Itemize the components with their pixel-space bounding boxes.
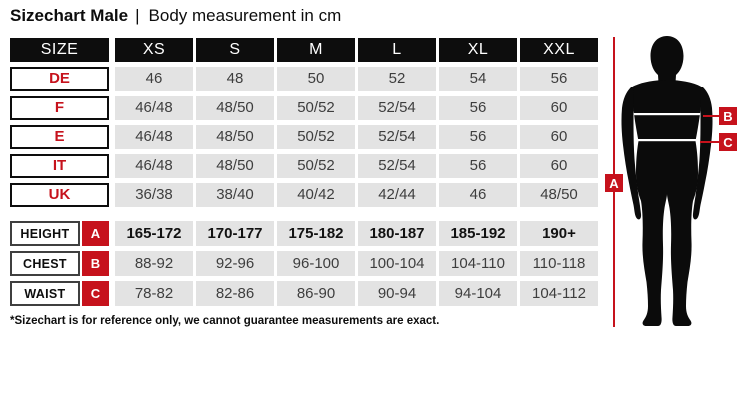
table-cell: 175-182 (277, 221, 355, 246)
table-cell: 46/48 (115, 96, 193, 120)
table-cell: 104-110 (439, 251, 517, 276)
table-cell: 48/50 (196, 154, 274, 178)
marker-a-letter: A (609, 176, 619, 191)
table-cell: 42/44 (358, 183, 436, 207)
row-label-uk: UK (10, 183, 109, 207)
header-cell-xl: XL (439, 38, 517, 62)
table-cell: 36/38 (115, 183, 193, 207)
table-cell: 40/42 (277, 183, 355, 207)
table-cell: 48/50 (196, 96, 274, 120)
row-label-it: IT (10, 154, 109, 178)
header-cell-xxl: XXL (520, 38, 598, 62)
row-label-waist: WAIST C (10, 281, 109, 306)
table-cell: 52/54 (358, 154, 436, 178)
table-cell: 90-94 (358, 281, 436, 306)
marker-b-letter: B (723, 109, 732, 124)
table-cell: 52/54 (358, 125, 436, 149)
silhouette-head (650, 36, 684, 85)
row-label-f: F (10, 96, 109, 120)
table-cell: 56 (520, 67, 598, 91)
disclaimer-text: *Sizechart is for reference only, we can… (10, 315, 440, 327)
table-cell: 86-90 (277, 281, 355, 306)
table-cell: 38/40 (196, 183, 274, 207)
marker-c: C (700, 133, 737, 151)
table-cell: 110-118 (520, 251, 598, 276)
table-cell: 185-192 (439, 221, 517, 246)
header-cell-s: S (196, 38, 274, 62)
table-cell: 50/52 (277, 154, 355, 178)
table-cell: 46 (439, 183, 517, 207)
row-label-e: E (10, 125, 109, 149)
table-cell: 92-96 (196, 251, 274, 276)
table-cell: 50 (277, 67, 355, 91)
title-subtitle: Body measurement in cm (148, 6, 342, 25)
body-measurement-figure: A B C (605, 36, 737, 327)
table-cell: 48/50 (196, 125, 274, 149)
table-cell: 50/52 (277, 125, 355, 149)
table-cell: 180-187 (358, 221, 436, 246)
row-label-height: HEIGHT A (10, 221, 109, 246)
table-cell: 52 (358, 67, 436, 91)
title-separator: | (135, 6, 140, 25)
title-main: Sizechart Male (10, 6, 129, 25)
header-cell-size: SIZE (10, 38, 109, 62)
chest-line (633, 113, 701, 116)
table-cell: 50/52 (277, 96, 355, 120)
table-cell: 56 (439, 154, 517, 178)
measurement-table: HEIGHT A 165-172 170-177 175-182 180-187… (10, 221, 598, 306)
page-title: Sizechart Male | Body measurement in cm (10, 6, 341, 26)
table-cell: 46/48 (115, 154, 193, 178)
table-cell: 52/54 (358, 96, 436, 120)
silhouette-torso-legs (631, 80, 703, 326)
table-cell: 60 (520, 154, 598, 178)
row-label-de: DE (10, 67, 109, 91)
marker-c-letter: C (723, 135, 733, 150)
table-cell: 56 (439, 125, 517, 149)
size-table: SIZE XS S M L XL XXL DE 46 48 50 52 54 5… (10, 38, 598, 207)
header-cell-m: M (277, 38, 355, 62)
header-cell-xs: XS (115, 38, 193, 62)
silhouette-right-arm (692, 87, 713, 220)
table-cell: 54 (439, 67, 517, 91)
header-cell-l: L (358, 38, 436, 62)
table-cell: 56 (439, 96, 517, 120)
table-cell: 190+ (520, 221, 598, 246)
waist-label: WAIST (10, 281, 80, 306)
table-cell: 82-86 (196, 281, 274, 306)
table-cell: 88-92 (115, 251, 193, 276)
table-cell: 48 (196, 67, 274, 91)
marker-a-badge: A (81, 221, 109, 246)
marker-a: A (605, 174, 623, 192)
table-cell: 60 (520, 125, 598, 149)
table-cell: 100-104 (358, 251, 436, 276)
table-cell: 104-112 (520, 281, 598, 306)
waist-line (638, 139, 696, 142)
table-cell: 78-82 (115, 281, 193, 306)
table-cell: 170-177 (196, 221, 274, 246)
table-cell: 46 (115, 67, 193, 91)
table-cell: 94-104 (439, 281, 517, 306)
height-label: HEIGHT (10, 221, 80, 246)
table-cell: 60 (520, 96, 598, 120)
row-label-chest: CHEST B (10, 251, 109, 276)
table-cell: 96-100 (277, 251, 355, 276)
silhouette-left-arm (621, 87, 642, 220)
male-silhouette-icon (621, 36, 713, 326)
chest-label: CHEST (10, 251, 80, 276)
table-cell: 165-172 (115, 221, 193, 246)
table-cell: 46/48 (115, 125, 193, 149)
marker-c-badge: C (81, 281, 109, 306)
marker-b-badge: B (81, 251, 109, 276)
table-cell: 48/50 (520, 183, 598, 207)
marker-b: B (703, 107, 737, 125)
